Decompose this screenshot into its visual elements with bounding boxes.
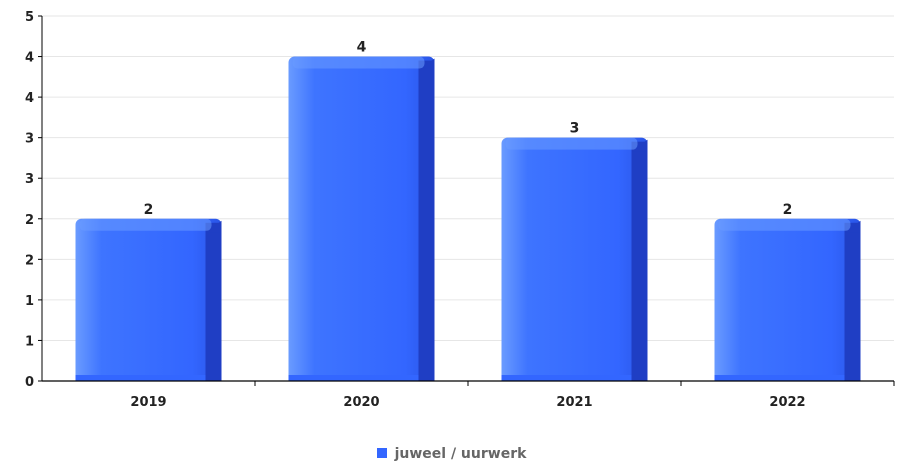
y-tick-label: 2 [25, 253, 34, 268]
data-label: 2 [783, 202, 793, 218]
y-tick-label: 2 [25, 213, 34, 228]
bar [714, 218, 861, 381]
bar-base [288, 375, 435, 381]
x-tick-label: 2020 [343, 395, 379, 410]
bar-base [75, 375, 222, 381]
bar-base [501, 375, 648, 381]
legend: juweel / uurwerk [0, 446, 903, 462]
y-tick-label: 4 [25, 51, 34, 66]
x-tick-label: 2021 [556, 395, 592, 410]
bar-cap [292, 56, 425, 69]
bar [75, 218, 222, 381]
y-tick-label: 5 [25, 10, 34, 25]
bar-side [844, 222, 861, 381]
y-tick-label: 1 [25, 334, 34, 349]
x-axis-tick-labels: 2019 2020 2021 2022 [130, 395, 805, 410]
y-tick-label: 3 [25, 172, 34, 187]
bar-cap [79, 218, 212, 231]
legend-label: juweel / uurwerk [394, 446, 527, 462]
y-tick-label: 4 [25, 91, 34, 106]
bar-body [714, 218, 861, 381]
bar-chart: 0 1 1 2 2 3 3 4 4 5 2019 2020 2021 2022 2 4 3 2 [25, 10, 895, 410]
data-label: 2 [144, 202, 154, 218]
y-tick-label: 0 [25, 375, 34, 390]
y-axis-tick-labels: 0 1 1 2 2 3 3 4 4 5 [25, 10, 34, 390]
bar-cap [718, 218, 851, 231]
y-tick-label: 1 [25, 294, 34, 309]
bar [501, 137, 648, 381]
bar-side [631, 141, 648, 381]
bar-side [418, 60, 435, 382]
bar-base [714, 375, 861, 381]
bar-side [205, 222, 222, 381]
axes [38, 15, 895, 386]
bar-body [288, 56, 435, 382]
bar-body [501, 137, 648, 381]
data-label: 4 [357, 40, 367, 56]
data-labels: 2 4 3 2 [144, 40, 793, 218]
x-tick-label: 2019 [130, 395, 166, 410]
legend-swatch [376, 448, 387, 458]
bar [288, 56, 435, 382]
bar-cap [505, 137, 638, 150]
bar-body [75, 218, 222, 381]
data-label: 3 [570, 121, 580, 137]
y-tick-label: 3 [25, 132, 34, 147]
bars [75, 56, 861, 382]
x-tick-label: 2022 [769, 395, 805, 410]
